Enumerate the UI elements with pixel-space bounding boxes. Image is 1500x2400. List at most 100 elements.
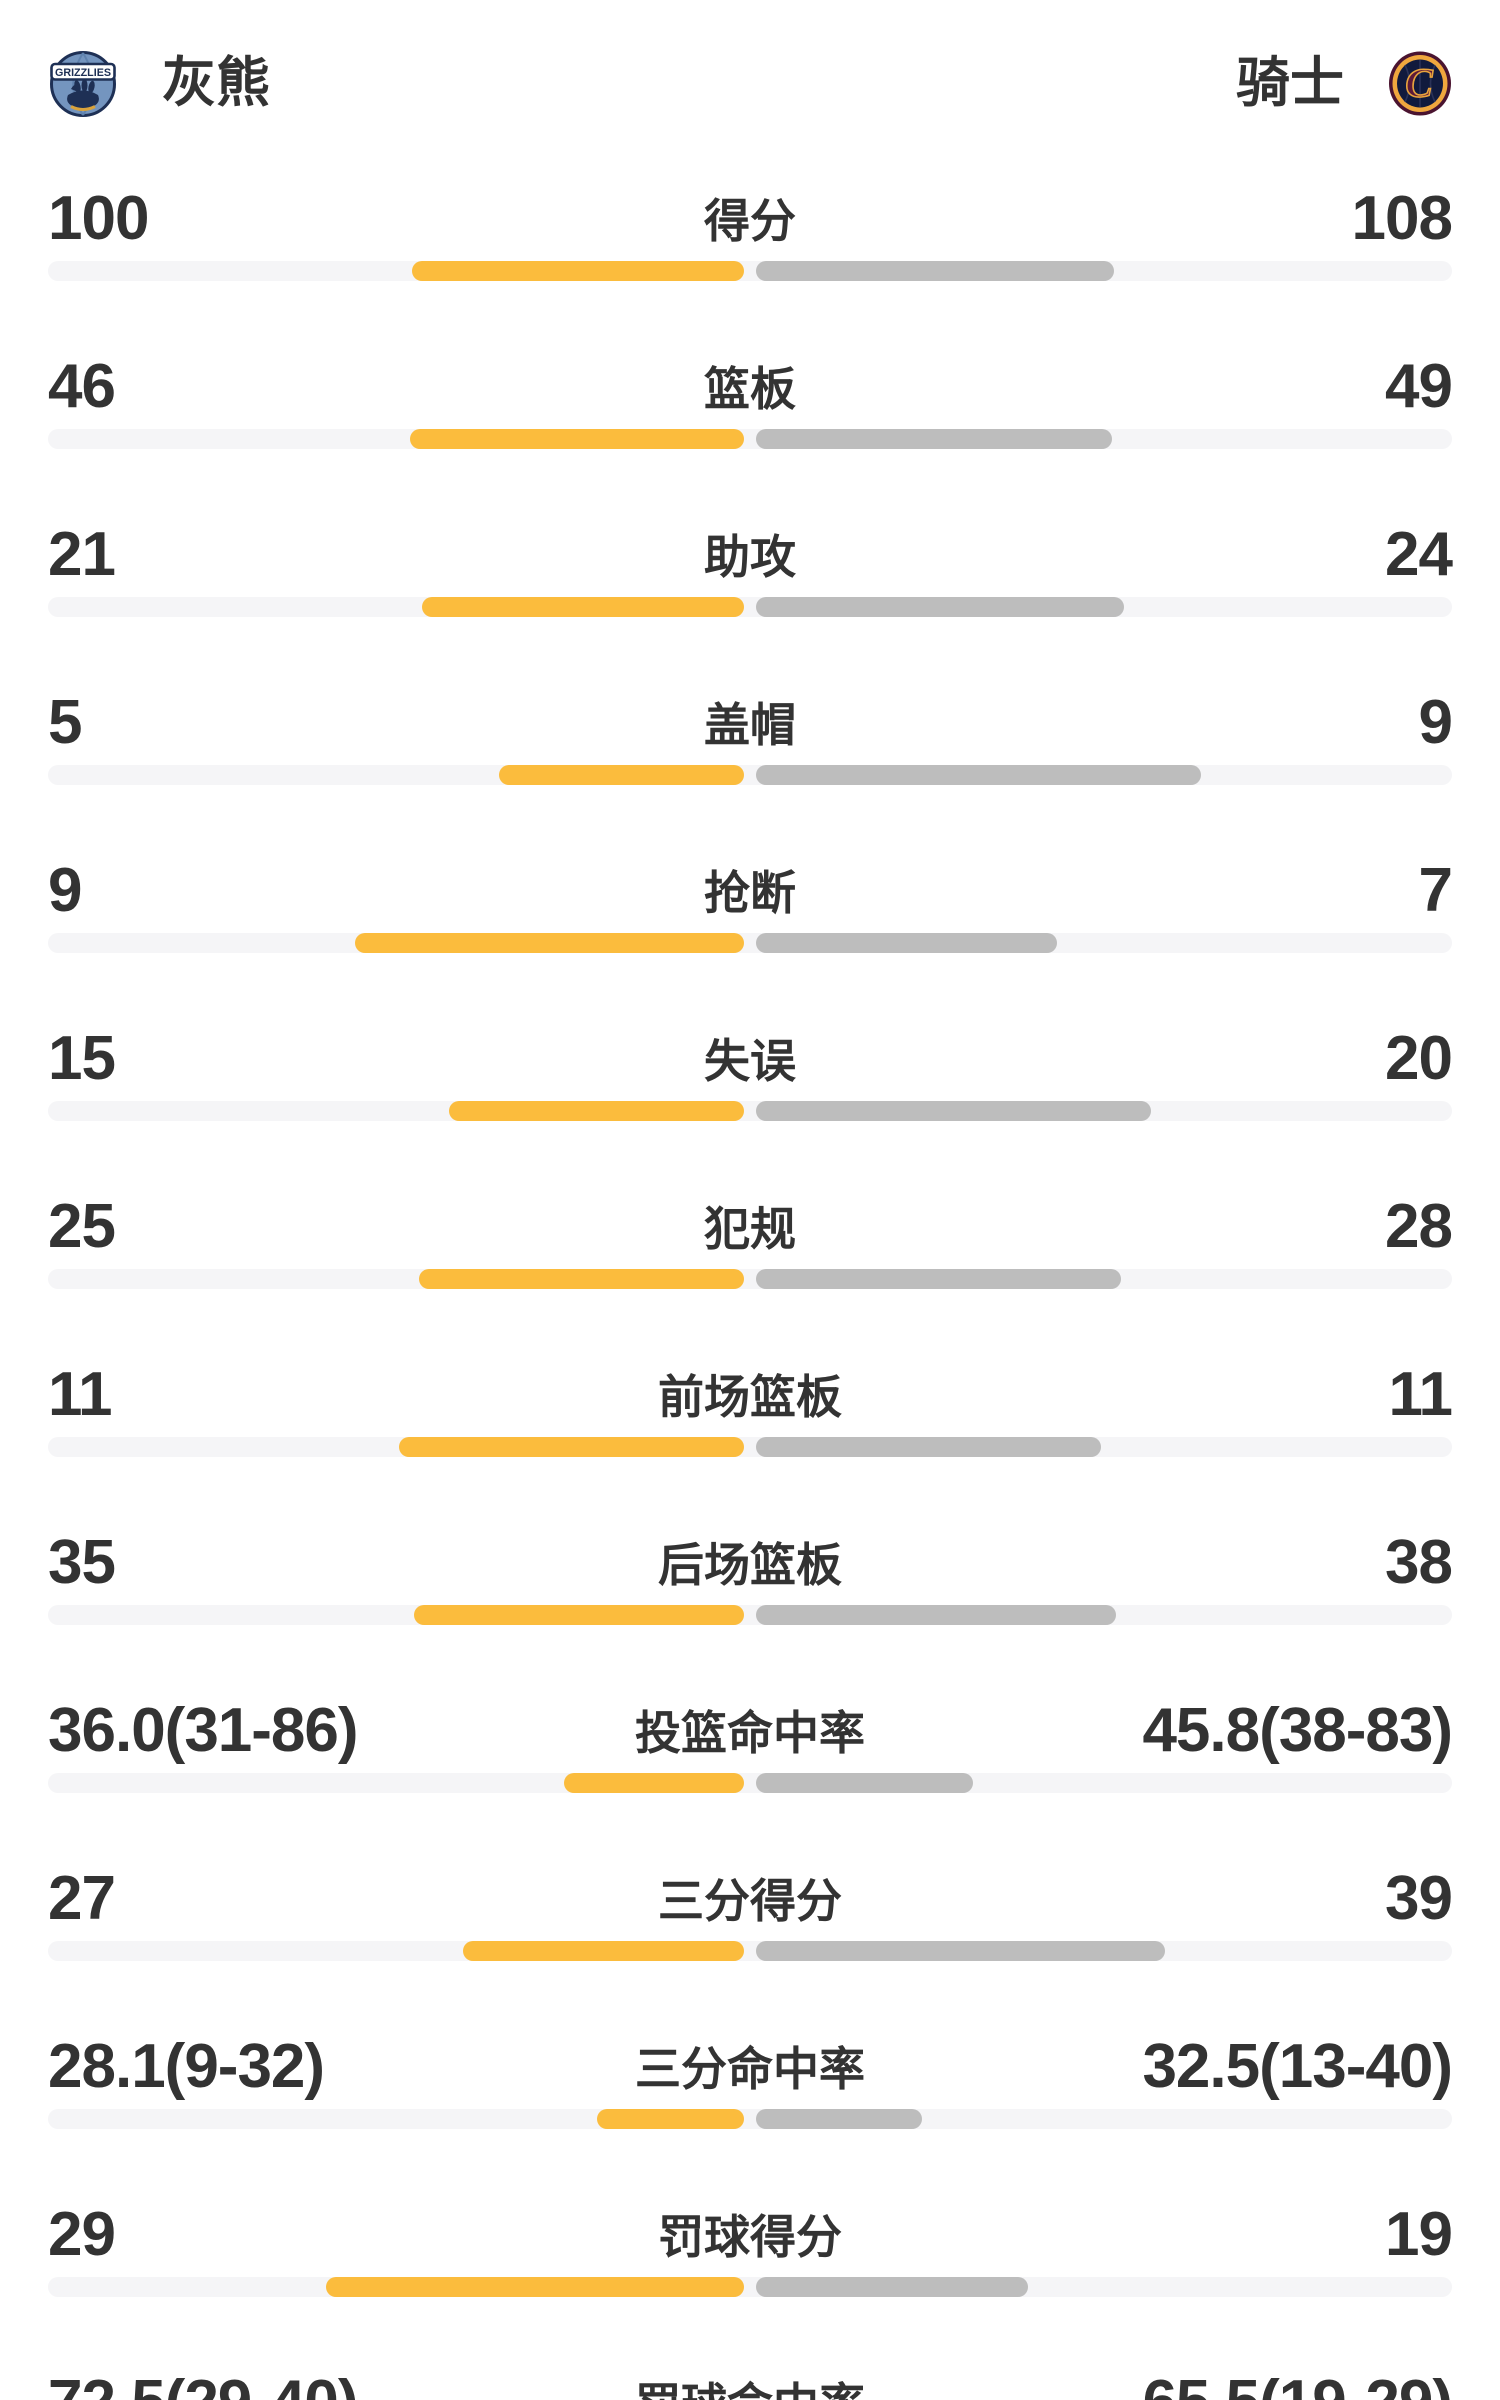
left-team-bar	[354, 933, 744, 953]
right-team-bar	[756, 1773, 974, 1793]
stat-bar-track	[48, 1269, 1452, 1289]
left-team-bar	[448, 1101, 744, 1121]
left-team-value: 11	[48, 1359, 113, 1429]
stat-row: 100 得分 108	[48, 183, 1453, 345]
left-team-value: 27	[48, 1863, 116, 1933]
left-team-bar	[412, 261, 744, 281]
right-team-value: 38	[1385, 1527, 1453, 1597]
scoreboard-header: GRIZZLIES 灰熊 骑士 C	[48, 48, 1452, 118]
stat-bar-track	[48, 1941, 1452, 1961]
stat-label: 三分得分	[658, 1875, 842, 1927]
stat-row: 9 抢断 7	[48, 855, 1453, 1017]
left-team-bar	[410, 429, 744, 449]
left-team-value: 100	[48, 183, 149, 253]
left-team-value: 29	[48, 2199, 116, 2269]
right-team-value: 11	[1388, 1359, 1453, 1429]
right-team-bar	[756, 1269, 1121, 1289]
right-team-bar	[756, 2277, 1028, 2297]
right-team-bar	[756, 765, 1202, 785]
stat-bar-track	[48, 261, 1452, 281]
right-team-value: 19	[1385, 2199, 1453, 2269]
stat-label: 篮板	[704, 363, 796, 415]
left-team-bar	[418, 1269, 744, 1289]
left-team-value: 15	[48, 1023, 116, 1093]
right-team-value: 39	[1385, 1863, 1453, 1933]
stat-row: 29 罚球得分 19	[48, 2199, 1453, 2361]
left-team-bar	[413, 1605, 744, 1625]
stat-line: 35 后场篮板 38	[48, 1527, 1453, 1597]
stat-label: 得分	[704, 195, 796, 247]
stat-bar-track	[48, 597, 1452, 617]
stat-bar-track	[48, 1773, 1452, 1793]
stat-bar-track	[48, 2277, 1452, 2297]
stat-label: 失误	[704, 1035, 796, 1087]
stat-row: 25 犯规 28	[48, 1191, 1453, 1353]
stat-row: 46 篮板 49	[48, 351, 1453, 513]
left-team-value: 72.5(29-40)	[48, 2367, 359, 2400]
stat-bar-track	[48, 2109, 1452, 2129]
left-team-value: 46	[48, 351, 116, 421]
right-team-bar	[756, 429, 1113, 449]
right-team-value: 32.5(13-40)	[1142, 2031, 1453, 2101]
grizzlies-logo: GRIZZLIES	[50, 51, 116, 117]
stat-label: 罚球得分	[658, 2211, 842, 2263]
stat-line: 28.1(9-32) 三分命中率 32.5(13-40)	[48, 2031, 1453, 2101]
left-team-value: 9	[48, 855, 82, 925]
right-team-value: 65.5(19-29)	[1142, 2367, 1453, 2400]
right-team-value: 28	[1385, 1191, 1453, 1261]
right-team-bar	[756, 1605, 1116, 1625]
stat-line: 72.5(29-40) 罚球命中率 65.5(19-29)	[48, 2367, 1453, 2400]
left-team-value: 25	[48, 1191, 116, 1261]
stat-row: 36.0(31-86) 投篮命中率 45.8(38-83)	[48, 1695, 1453, 1857]
stat-bar-track	[48, 933, 1452, 953]
right-team-value: 24	[1385, 519, 1453, 589]
stat-row: 15 失误 20	[48, 1023, 1453, 1185]
stat-line: 9 抢断 7	[48, 855, 1453, 925]
right-team-bar	[756, 2109, 922, 2129]
stat-label: 后场篮板	[658, 1539, 842, 1591]
left-team-value: 21	[48, 519, 116, 589]
stat-label: 前场篮板	[658, 1371, 842, 1423]
left-team-bar	[596, 2109, 744, 2129]
stat-label: 犯规	[704, 1203, 796, 1255]
stat-label: 抢断	[704, 867, 796, 919]
team-left[interactable]: GRIZZLIES 灰熊	[48, 48, 270, 118]
right-team-bar	[756, 933, 1057, 953]
right-team-value: 7	[1418, 855, 1453, 925]
stat-row: 27 三分得分 39	[48, 1863, 1453, 2025]
left-team-bar	[326, 2277, 744, 2297]
stat-bar-track	[48, 429, 1452, 449]
team-right-name: 骑士	[1236, 53, 1344, 113]
left-team-bar	[499, 765, 744, 785]
stat-line: 25 犯规 28	[48, 1191, 1453, 1261]
left-team-value: 35	[48, 1527, 116, 1597]
stat-line: 11 前场篮板 11	[48, 1359, 1453, 1429]
stat-line: 21 助攻 24	[48, 519, 1453, 589]
stat-bar-track	[48, 1101, 1452, 1121]
stat-row: 72.5(29-40) 罚球命中率 65.5(19-29)	[48, 2367, 1453, 2400]
right-team-bar	[756, 1437, 1101, 1457]
cavaliers-logo: C	[1389, 51, 1451, 115]
left-team-value: 36.0(31-86)	[48, 1695, 359, 1765]
team-right[interactable]: 骑士 C	[1236, 48, 1452, 118]
stat-line: 36.0(31-86) 投篮命中率 45.8(38-83)	[48, 1695, 1453, 1765]
stat-row: 11 前场篮板 11	[48, 1359, 1453, 1521]
right-team-bar	[756, 261, 1115, 281]
right-team-value: 108	[1351, 183, 1453, 253]
stat-line: 5 盖帽 9	[48, 687, 1453, 757]
stat-line: 15 失误 20	[48, 1023, 1453, 1093]
right-team-value: 45.8(38-83)	[1142, 1695, 1453, 1765]
right-team-value: 49	[1385, 351, 1453, 421]
stat-line: 27 三分得分 39	[48, 1863, 1453, 1933]
stat-line: 100 得分 108	[48, 183, 1453, 253]
stat-label: 三分命中率	[635, 2043, 865, 2095]
right-team-bar	[756, 1941, 1165, 1961]
left-team-bar	[422, 597, 744, 617]
stat-bar-track	[48, 1605, 1452, 1625]
right-team-value: 20	[1385, 1023, 1453, 1093]
left-team-value: 28.1(9-32)	[48, 2031, 325, 2101]
stat-bar-track	[48, 765, 1452, 785]
stat-row: 21 助攻 24	[48, 519, 1453, 681]
stat-row: 28.1(9-32) 三分命中率 32.5(13-40)	[48, 2031, 1453, 2193]
right-team-value: 9	[1418, 687, 1453, 757]
